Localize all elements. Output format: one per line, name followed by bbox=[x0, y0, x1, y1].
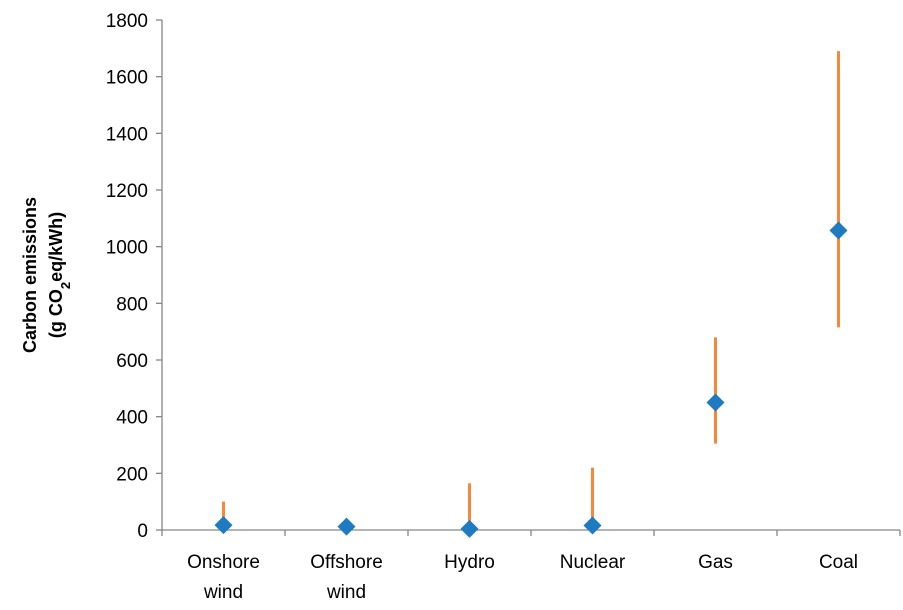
y-tick-label: 1600 bbox=[106, 68, 148, 89]
x-category-label: Hydro bbox=[444, 552, 495, 573]
data-point-diamond bbox=[706, 393, 725, 412]
x-category-label: Onshore wind bbox=[187, 552, 260, 603]
data-point-diamond bbox=[583, 516, 602, 535]
y-tick-label: 1400 bbox=[106, 124, 148, 145]
y-axis-title: Carbon emissions (g CO2eq/kWh) bbox=[20, 197, 73, 353]
data-point-diamond bbox=[829, 221, 848, 240]
x-category-label: Coal bbox=[819, 552, 858, 573]
axes-layer bbox=[156, 19, 901, 536]
y-tick-label: 800 bbox=[116, 294, 148, 315]
y-tick-label: 0 bbox=[137, 521, 148, 542]
y-tick-label: 1800 bbox=[106, 11, 148, 32]
x-category-label: Offshore wind bbox=[310, 552, 383, 603]
y-tick-label: 200 bbox=[116, 464, 148, 485]
y-tick-label: 1000 bbox=[106, 238, 148, 259]
y-tick-label: 400 bbox=[116, 408, 148, 429]
labels-layer: 0 200 400 600 800 1000 1200 1400 1600 1800 Onshore… bbox=[106, 11, 858, 603]
data-point-diamond bbox=[214, 516, 233, 535]
data-point-diamond bbox=[337, 517, 356, 536]
x-category-label: Gas bbox=[698, 552, 733, 573]
y-tick-label: 1200 bbox=[106, 181, 148, 202]
data-point-diamond bbox=[460, 519, 479, 538]
points-layer bbox=[214, 221, 848, 538]
range-bars-layer bbox=[222, 51, 840, 530]
y-tick-label: 600 bbox=[116, 351, 148, 372]
x-category-label: Nuclear bbox=[560, 552, 626, 573]
